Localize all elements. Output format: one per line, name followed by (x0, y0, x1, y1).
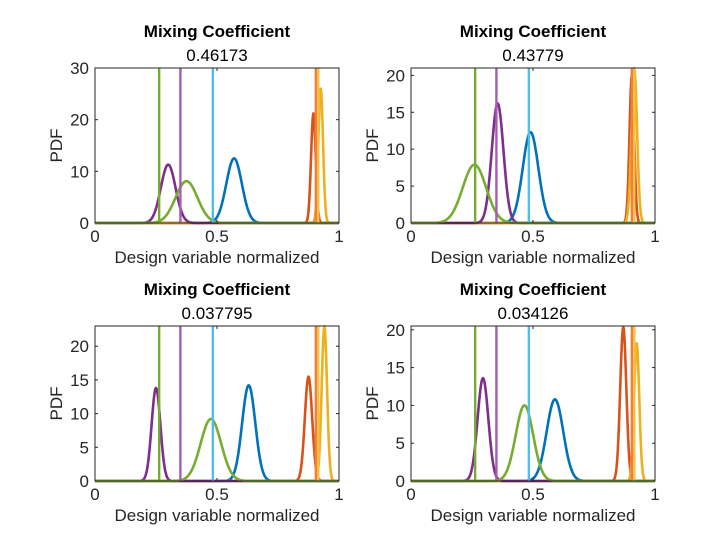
chart-title: Mixing Coefficient (460, 22, 607, 41)
x-tick-label: 0 (406, 227, 415, 246)
y-tick-label: 15 (386, 359, 405, 378)
y-tick-label: 10 (70, 405, 89, 424)
x-axis-label: Design variable normalized (430, 248, 635, 267)
x-tick-label: 1 (334, 485, 343, 504)
y-tick-label: 5 (80, 438, 89, 457)
y-axis-label: PDF (47, 129, 66, 163)
x-tick-label: 0 (90, 227, 99, 246)
y-tick-label: 20 (386, 321, 405, 340)
x-tick-label: 1 (334, 227, 343, 246)
x-tick-label: 1 (650, 227, 659, 246)
plot-area (95, 326, 339, 481)
chart-subtitle: 0.43779 (502, 46, 563, 65)
y-tick-label: 0 (80, 472, 89, 491)
x-tick-label: 0 (90, 485, 99, 504)
x-tick-label: 0.5 (521, 227, 545, 246)
chart-subtitle: 0.037795 (182, 304, 253, 323)
x-tick-label: 0.5 (205, 227, 229, 246)
chart-title: Mixing Coefficient (144, 280, 291, 299)
y-tick-label: 15 (386, 103, 405, 122)
x-axis-label: Design variable normalized (114, 506, 319, 525)
plot-area (95, 68, 339, 223)
x-axis-label: Design variable normalized (430, 506, 635, 525)
y-tick-label: 0 (396, 214, 405, 233)
y-tick-label: 0 (396, 472, 405, 491)
x-tick-label: 1 (650, 485, 659, 504)
y-tick-label: 10 (70, 162, 89, 181)
y-axis-label: PDF (47, 387, 66, 421)
y-tick-label: 5 (396, 434, 405, 453)
y-tick-label: 20 (70, 337, 89, 356)
chart-title: Mixing Coefficient (460, 280, 607, 299)
chart-subtitle: 0.034126 (498, 304, 569, 323)
y-tick-label: 10 (386, 396, 405, 415)
y-tick-label: 30 (70, 59, 89, 78)
x-tick-label: 0.5 (205, 485, 229, 504)
x-axis-label: Design variable normalized (114, 248, 319, 267)
plot-area (411, 326, 655, 481)
plot-area (411, 68, 655, 223)
y-axis-label: PDF (363, 129, 382, 163)
x-tick-label: 0.5 (521, 485, 545, 504)
y-tick-label: 0 (80, 214, 89, 233)
y-tick-label: 10 (386, 140, 405, 159)
y-tick-label: 20 (386, 66, 405, 85)
chart-title: Mixing Coefficient (144, 22, 291, 41)
chart-subtitle: 0.46173 (186, 46, 247, 65)
y-axis-label: PDF (363, 387, 382, 421)
x-tick-label: 0 (406, 485, 415, 504)
y-tick-label: 5 (396, 177, 405, 196)
y-tick-label: 20 (70, 111, 89, 130)
y-tick-label: 15 (70, 371, 89, 390)
